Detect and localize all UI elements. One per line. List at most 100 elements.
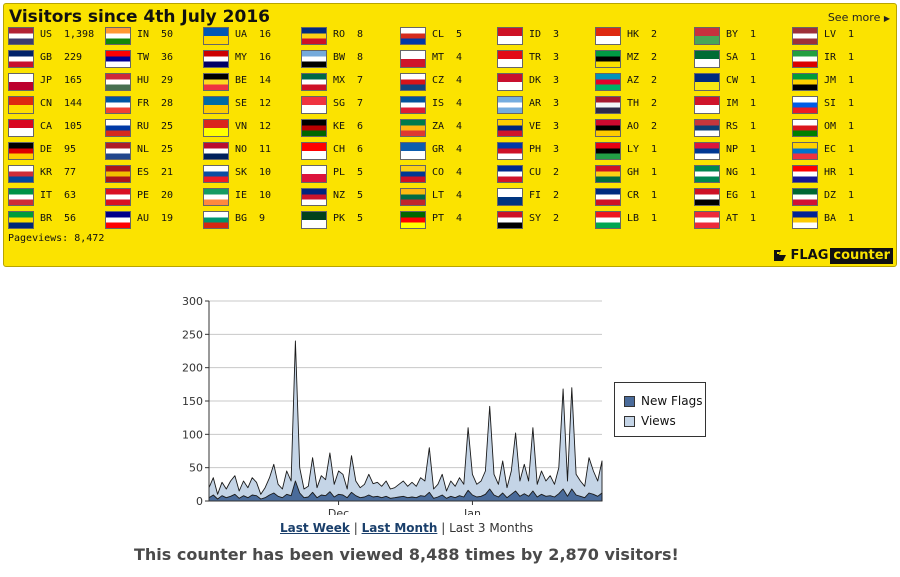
flag-entry-ao[interactable]: AO 2 — [595, 117, 689, 139]
flag-entry-kr[interactable]: KR 77 — [8, 163, 102, 185]
flag-entry-ba[interactable]: BA 1 — [792, 209, 886, 231]
flag-entry-lt[interactable]: LT 4 — [400, 186, 494, 208]
flag-entry-cl[interactable]: CL 5 — [400, 25, 494, 47]
country-code: ZA — [432, 121, 445, 132]
flag-entry-tr[interactable]: TR 3 — [497, 48, 591, 70]
legend-item-views: Views — [624, 414, 676, 428]
flagcounter-logo[interactable]: FLAG counter — [773, 247, 893, 264]
flag-entry-co[interactable]: CO 4 — [400, 163, 494, 185]
flag-entry-si[interactable]: SI 1 — [792, 94, 886, 116]
flag-entry-mz[interactable]: MZ 2 — [595, 48, 689, 70]
flag-entry-sg[interactable]: SG 7 — [301, 94, 395, 116]
flag-entry-ch[interactable]: CH 6 — [301, 140, 395, 162]
flag-entry-is[interactable]: IS 4 — [400, 94, 494, 116]
flag-entry-us[interactable]: US 1,398 — [8, 25, 102, 47]
flag-entry-ve[interactable]: VE 3 — [497, 117, 591, 139]
flag-entry-au[interactable]: AU 19 — [105, 209, 199, 231]
flag-entry-my[interactable]: MY 16 — [203, 48, 297, 70]
flag-icon — [203, 188, 229, 206]
flag-entry-ec[interactable]: EC 1 — [792, 140, 886, 162]
flag-entry-ua[interactable]: UA 16 — [203, 25, 297, 47]
flag-entry-cw[interactable]: CW 1 — [694, 71, 788, 93]
flag-entry-se[interactable]: SE 12 — [203, 94, 297, 116]
flag-icon — [694, 188, 720, 206]
flag-entry-ph[interactable]: PH 3 — [497, 140, 591, 162]
flag-entry-az[interactable]: AZ 2 — [595, 71, 689, 93]
flag-entry-ro[interactable]: RO 8 — [301, 25, 395, 47]
flag-entry-vn[interactable]: VN 12 — [203, 117, 297, 139]
flag-entry-by[interactable]: BY 1 — [694, 25, 788, 47]
flag-entry-sk[interactable]: SK 10 — [203, 163, 297, 185]
range-last-month-link[interactable]: Last Month — [361, 521, 438, 535]
flag-entry-cz[interactable]: CZ 4 — [400, 71, 494, 93]
flag-entry-jp[interactable]: JP 165 — [8, 71, 102, 93]
y-tick-label: 200 — [182, 362, 203, 375]
visitor-count: 63 — [64, 190, 77, 201]
flag-entry-ng[interactable]: NG 1 — [694, 163, 788, 185]
flag-entry-sa[interactable]: SA 1 — [694, 48, 788, 70]
flag-entry-in[interactable]: IN 50 — [105, 25, 199, 47]
visitor-count: 4 — [456, 167, 463, 178]
flag-entry-sy[interactable]: SY 2 — [497, 209, 591, 231]
flag-entry-ca[interactable]: CA 105 — [8, 117, 102, 139]
flag-entry-bw[interactable]: BW 8 — [301, 48, 395, 70]
flag-entry-it[interactable]: IT 63 — [8, 186, 102, 208]
flag-entry-bg[interactable]: BG 9 — [203, 209, 297, 231]
country-code: BA — [824, 213, 837, 224]
flag-entry-dz[interactable]: DZ 1 — [792, 186, 886, 208]
flag-entry-pt[interactable]: PT 4 — [400, 209, 494, 231]
flag-entry-be[interactable]: BE 14 — [203, 71, 297, 93]
country-code: MZ — [627, 52, 640, 63]
flag-entry-nz[interactable]: NZ 5 — [301, 186, 395, 208]
flag-entry-br[interactable]: BR 56 — [8, 209, 102, 231]
flag-entry-dk[interactable]: DK 3 — [497, 71, 591, 93]
flag-entry-lv[interactable]: LV 1 — [792, 25, 886, 47]
flag-entry-de[interactable]: DE 95 — [8, 140, 102, 162]
country-code: AT — [726, 213, 739, 224]
country-code: HK — [627, 29, 640, 40]
flag-entry-ie[interactable]: IE 10 — [203, 186, 297, 208]
flag-entry-pe[interactable]: PE 20 — [105, 186, 199, 208]
flag-entry-fr[interactable]: FR 28 — [105, 94, 199, 116]
flag-entry-hu[interactable]: HU 29 — [105, 71, 199, 93]
flag-entry-om[interactable]: OM 1 — [792, 117, 886, 139]
flag-entry-jm[interactable]: JM 1 — [792, 71, 886, 93]
flag-entry-pl[interactable]: PL 5 — [301, 163, 395, 185]
flag-entry-im[interactable]: IM 1 — [694, 94, 788, 116]
flag-entry-mx[interactable]: MX 7 — [301, 71, 395, 93]
flag-entry-cu[interactable]: CU 2 — [497, 163, 591, 185]
flag-entry-fi[interactable]: FI 2 — [497, 186, 591, 208]
range-last-week-link[interactable]: Last Week — [280, 521, 350, 535]
flag-entry-tw[interactable]: TW 36 — [105, 48, 199, 70]
flag-icon — [400, 211, 426, 229]
flag-entry-lb[interactable]: LB 1 — [595, 209, 689, 231]
flag-entry-es[interactable]: ES 21 — [105, 163, 199, 185]
flag-entry-id[interactable]: ID 3 — [497, 25, 591, 47]
flag-entry-ir[interactable]: IR 1 — [792, 48, 886, 70]
flag-entry-nl[interactable]: NL 25 — [105, 140, 199, 162]
flag-entry-eg[interactable]: EG 1 — [694, 186, 788, 208]
flag-entry-hk[interactable]: HK 2 — [595, 25, 689, 47]
flag-icon — [203, 50, 229, 68]
flag-entry-ly[interactable]: LY 1 — [595, 140, 689, 162]
flag-entry-ru[interactable]: RU 25 — [105, 117, 199, 139]
flag-entry-th[interactable]: TH 2 — [595, 94, 689, 116]
see-more-link[interactable]: See more ▶ — [828, 11, 890, 24]
flag-entry-hr[interactable]: HR 1 — [792, 163, 886, 185]
flag-entry-gr[interactable]: GR 4 — [400, 140, 494, 162]
flag-entry-at[interactable]: AT 1 — [694, 209, 788, 231]
flag-entry-ke[interactable]: KE 6 — [301, 117, 395, 139]
flag-entry-pk[interactable]: PK 5 — [301, 209, 395, 231]
flag-entry-cr[interactable]: CR 1 — [595, 186, 689, 208]
flag-entry-no[interactable]: NO 11 — [203, 140, 297, 162]
country-code: NZ — [333, 190, 346, 201]
flag-entry-cn[interactable]: CN 144 — [8, 94, 102, 116]
country-code: AO — [627, 121, 640, 132]
flag-entry-gb[interactable]: GB 229 — [8, 48, 102, 70]
flag-entry-rs[interactable]: RS 1 — [694, 117, 788, 139]
flag-entry-ar[interactable]: AR 3 — [497, 94, 591, 116]
flag-entry-np[interactable]: NP 1 — [694, 140, 788, 162]
flag-entry-gh[interactable]: GH 1 — [595, 163, 689, 185]
flag-entry-za[interactable]: ZA 4 — [400, 117, 494, 139]
flag-entry-mt[interactable]: MT 4 — [400, 48, 494, 70]
